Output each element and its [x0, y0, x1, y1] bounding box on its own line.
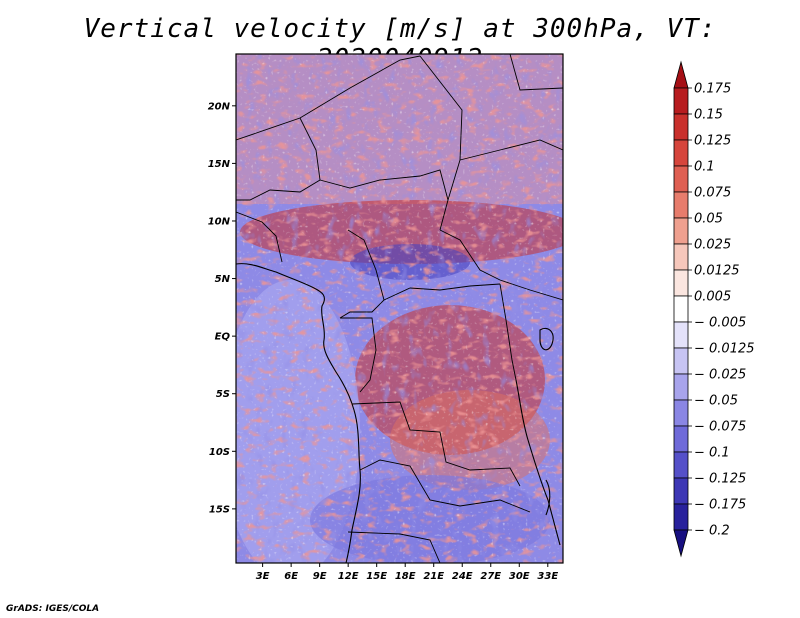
colorbar-swatch: [673, 503, 689, 531]
lon-tick-label: 27E: [480, 571, 501, 582]
colorbar-label: − 0.125: [694, 472, 746, 487]
colorbar-label: − 0.005: [694, 316, 746, 331]
colorbar-label: − 0.175: [694, 498, 746, 513]
lon-tick-label: 30E: [509, 571, 530, 582]
colorbar-swatch: [673, 529, 689, 558]
colorbar-label: 0.005: [694, 290, 731, 305]
lon-tick-label: 9E: [313, 571, 327, 582]
colorbar-swatch: [673, 60, 689, 89]
lat-tick-label: 10S: [209, 447, 230, 458]
border-west-africa: [236, 211, 283, 263]
colorbar-label: 0.0125: [694, 264, 740, 279]
colorbar-swatch: [673, 165, 689, 193]
colorbar-swatch: [673, 347, 689, 375]
lat-tick-label: EQ: [215, 332, 231, 343]
colorbar-label: − 0.05: [694, 394, 738, 409]
lon-tick-label: 33E: [537, 571, 558, 582]
colorbar-label: − 0.0125: [694, 342, 755, 357]
lon-tick-label: 3E: [256, 571, 270, 582]
border-mali-niger: [236, 117, 321, 201]
colorbar-label: − 0.075: [694, 420, 746, 435]
colorbar-swatch: [673, 113, 689, 141]
colorbar-swatch: [673, 373, 689, 401]
border-drc-angola: [351, 401, 521, 487]
lat-tick-label: 15S: [209, 504, 230, 515]
lon-tick-label: 6E: [284, 571, 298, 582]
colorbar-swatch: [673, 269, 689, 297]
colorbar-swatch: [673, 139, 689, 167]
colorbar-swatch: [673, 217, 689, 245]
lat-tick-label: 5S: [216, 389, 230, 400]
atlantic-coastline: [236, 263, 361, 563]
colorbar-label: 0.025: [694, 238, 731, 253]
latitude-axis: 20N 15N 10N 5N EQ 5S 10S 15S: [208, 101, 236, 515]
lat-tick-label: 10N: [208, 216, 231, 227]
colorbar-label: − 0.2: [694, 524, 730, 539]
colorbar-label: − 0.025: [694, 368, 746, 383]
colorbar-label: 0.125: [694, 134, 731, 149]
colorbar-swatch: [673, 191, 689, 219]
border-car-south-sudan: [439, 229, 563, 301]
field-white-specks: [236, 54, 563, 563]
longitude-axis: 3E 6E 9E 12E 15E 18E 21E 24E 27E 30E 33E: [256, 563, 558, 582]
colorbar-label: 0.15: [694, 108, 723, 123]
lon-tick-label: 24E: [452, 571, 473, 582]
lon-tick-label: 21E: [423, 571, 444, 582]
lon-tick-label: 18E: [395, 571, 416, 582]
border-namibia: [347, 531, 441, 563]
colorbar-label: 0.075: [694, 186, 731, 201]
lon-tick-label: 15E: [366, 571, 387, 582]
border-angola-zambia: [359, 459, 531, 513]
border-chad-libya: [419, 55, 463, 201]
lake-tanganyika-shore: [515, 379, 561, 546]
colorbar-swatch: [673, 321, 689, 349]
coastlines: [236, 263, 561, 563]
lake-malawi: [545, 479, 551, 516]
country-borders: [236, 54, 563, 563]
vertical-velocity-field: [236, 54, 563, 563]
colorbar-swatch: [673, 425, 689, 453]
colorbar-label: − 0.1: [694, 446, 730, 461]
colorbar-label: 0.1: [694, 160, 715, 175]
border-car-drc: [383, 283, 501, 301]
lat-tick-label: 5N: [215, 274, 231, 285]
colorbar-label: 0.175: [694, 82, 731, 97]
colorbar-swatch: [673, 243, 689, 271]
lake-victoria: [539, 327, 554, 351]
colorbar-swatch: [673, 87, 689, 115]
border-algeria-niger: [236, 55, 421, 141]
border-drc-east: [499, 283, 517, 381]
lon-tick-label: 12E: [338, 571, 359, 582]
map-frame: [235, 53, 564, 564]
lat-tick-label: 20N: [208, 101, 231, 112]
colorbar-label: 0.05: [694, 212, 723, 227]
border-gabon-congo: [340, 317, 377, 393]
colorbar-swatch: [673, 399, 689, 427]
colorbar-swatch: [673, 451, 689, 479]
border-egypt-sudan: [509, 54, 563, 91]
colorbar-swatch: [673, 477, 689, 505]
colorbar-swatch: [673, 295, 689, 323]
colorbar: 0.175 0.15 0.125 0.1 0.075 0.05 0.025 0.0125 0.0…: [673, 60, 755, 558]
grads-credit: GrADS: IGES/COLA: [6, 604, 100, 614]
lat-tick-label: 15N: [208, 159, 231, 170]
border-sudan: [459, 139, 563, 161]
